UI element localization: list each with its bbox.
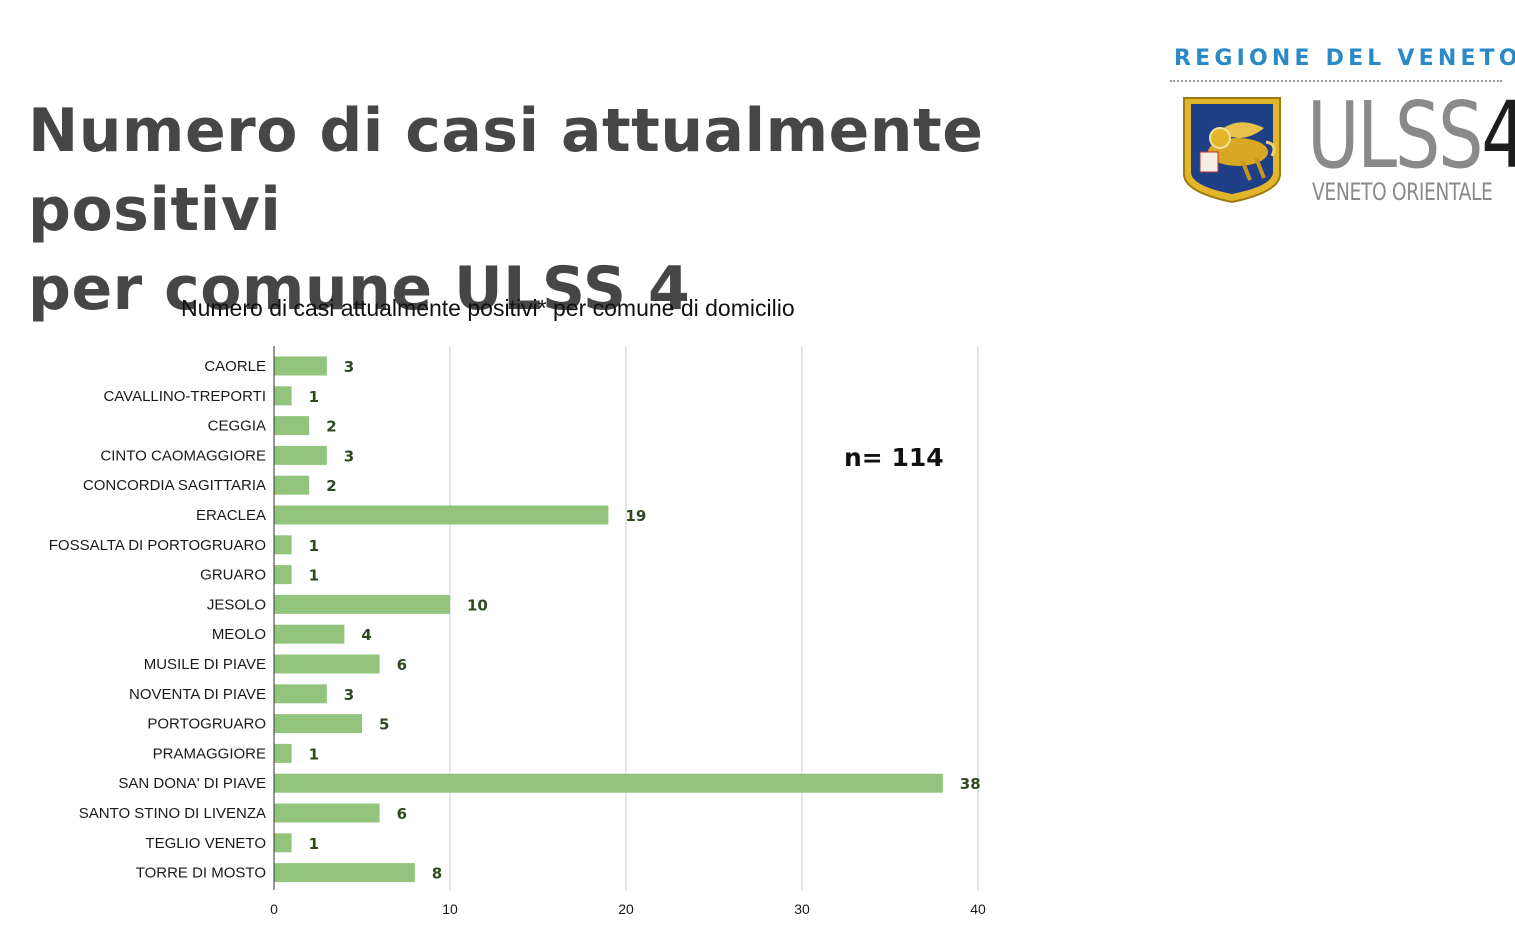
slide-title-line-2: per comune ULSS 4: [28, 254, 691, 324]
logo-dotted-divider: [1170, 80, 1502, 82]
slide-title-line-1: Numero di casi attualmente positivi: [28, 96, 984, 245]
x-tick-label-30: 30: [794, 901, 810, 917]
bar-jesolo: [274, 594, 450, 614]
value-label-ceggia: 2: [326, 418, 336, 436]
bar-meolo: [274, 624, 345, 644]
bar-noventa-di-piave: [274, 684, 327, 704]
value-label-fossalta-di-portogruaro: 1: [309, 537, 319, 555]
category-label-musile-di-piave: MUSILE DI PIAVE: [144, 656, 266, 673]
value-label-cinto-caomaggiore: 3: [344, 447, 354, 465]
category-label-cinto-caomaggiore: CINTO CAOMAGGIORE: [100, 447, 266, 464]
value-label-cavallino-treporti: 1: [309, 388, 319, 406]
bar-torre-di-mosto: [274, 863, 415, 883]
value-label-musile-di-piave: 6: [397, 656, 407, 674]
bar-chart-svg: Numero di casi attualmente positivi* per…: [49, 295, 986, 917]
value-label-meolo: 4: [361, 626, 371, 644]
category-label-gruaro: GRUARO: [200, 567, 266, 584]
category-label-teglio-veneto: TEGLIO VENETO: [145, 835, 266, 852]
category-label-pramaggiore: PRAMAGGIORE: [153, 745, 266, 762]
total-count-annotation: n= 114: [844, 443, 944, 472]
category-label-eraclea: ERACLEA: [196, 507, 266, 524]
value-label-eraclea: 19: [625, 507, 646, 525]
logo-region-text: REGIONE DEL VENETO: [1174, 46, 1515, 71]
bar-fossalta-di-portogruaro: [274, 535, 292, 555]
value-label-concordia-sagittaria: 2: [326, 477, 336, 495]
value-label-teglio-veneto: 1: [309, 835, 319, 853]
chart-gridlines: [449, 346, 979, 890]
category-label-noventa-di-piave: NOVENTA DI PIAVE: [129, 686, 266, 703]
x-tick-label-10: 10: [442, 901, 458, 917]
bar-caorle: [274, 356, 327, 376]
category-label-fossalta-di-portogruaro: FOSSALTA DI PORTOGRUARO: [49, 537, 266, 554]
bar-concordia-sagittaria: [274, 475, 310, 495]
chart-bars: [274, 356, 943, 883]
category-label-concordia-sagittaria: CONCORDIA SAGITTARIA: [83, 477, 266, 494]
bar-gruaro: [274, 565, 292, 585]
bar-cavallino-treporti: [274, 386, 292, 406]
category-label-cavallino-treporti: CAVALLINO-TREPORTI: [103, 388, 266, 405]
chart-labels: 0 10 20 30 40 CAORLE 3 CAVALLINO-TREPORTI 1 CEGGI…: [49, 358, 986, 917]
category-label-ceggia: CEGGIA: [208, 418, 266, 435]
chart-title: Numero di casi attualmente positivi* per…: [181, 295, 795, 321]
slide-title: Numero di casi attualmente positivi per …: [28, 92, 1168, 329]
cases-by-municipality-chart: Numero di casi attualmente positivi* per…: [0, 280, 1100, 930]
category-label-portogruaro: PORTOGRUARO: [147, 716, 266, 733]
bar-santo-stino-di-livenza: [274, 803, 380, 823]
category-label-jesolo: JESOLO: [207, 596, 266, 613]
value-label-gruaro: 1: [309, 567, 319, 585]
bar-ceggia: [274, 416, 310, 436]
value-label-san-dona-di-piave: 38: [960, 775, 981, 793]
logo-subtitle: VENETO ORIENTALE: [1312, 178, 1493, 206]
bar-portogruaro: [274, 714, 362, 734]
value-label-jesolo: 10: [467, 596, 488, 614]
value-label-santo-stino-di-livenza: 6: [397, 805, 407, 823]
value-label-noventa-di-piave: 3: [344, 686, 354, 704]
value-label-pramaggiore: 1: [309, 745, 319, 763]
bar-cinto-caomaggiore: [274, 445, 327, 465]
category-label-torre-di-mosto: TORRE DI MOSTO: [136, 865, 266, 882]
bar-eraclea: [274, 505, 609, 525]
x-tick-label-40: 40: [970, 901, 986, 917]
bar-pramaggiore: [274, 743, 292, 763]
category-label-santo-stino-di-livenza: SANTO STINO DI LIVENZA: [79, 805, 266, 822]
lion-of-saint-mark-icon: [1183, 97, 1281, 204]
value-label-portogruaro: 5: [379, 716, 389, 734]
bar-teglio-veneto: [274, 833, 292, 853]
category-label-meolo: MEOLO: [212, 626, 266, 643]
x-tick-label-20: 20: [618, 901, 634, 917]
value-label-caorle: 3: [344, 358, 354, 376]
x-tick-label-0: 0: [270, 901, 278, 917]
category-label-san-dona-di-piave: SAN DONA' DI PIAVE: [118, 775, 266, 792]
category-label-caorle: CAORLE: [204, 358, 266, 375]
bar-musile-di-piave: [274, 654, 380, 674]
bar-san-dona-di-piave: [274, 773, 943, 793]
value-label-torre-di-mosto: 8: [432, 865, 442, 883]
